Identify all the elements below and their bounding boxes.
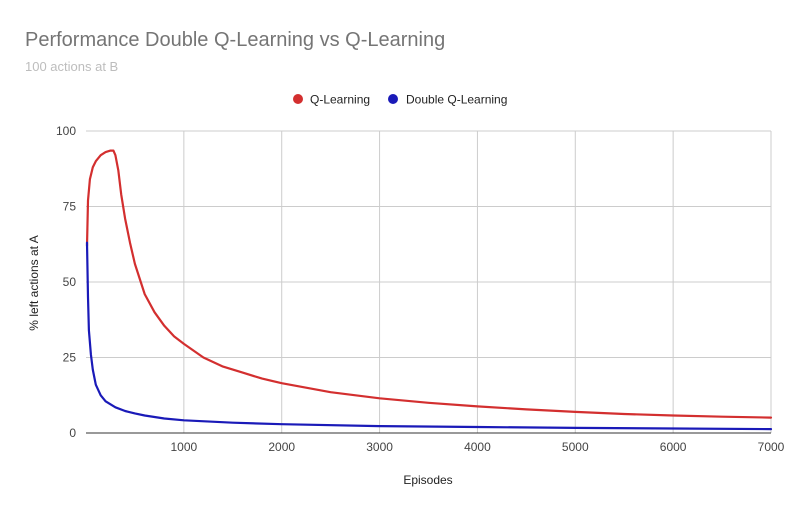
legend-label-double-q-learning: Double Q-Learning — [406, 93, 507, 107]
legend-item-double-q-learning[interactable]: Double Q-Learning — [388, 93, 507, 107]
x-tick-label: 1000 — [171, 440, 198, 454]
x-tick-label: 4000 — [464, 440, 491, 454]
x-tick-label: 6000 — [660, 440, 687, 454]
series-line-double-q-learning — [85, 241, 773, 431]
x-tick-label: 3000 — [366, 440, 393, 454]
legend-swatch-q-learning — [293, 94, 303, 104]
legend-swatch-double-q-learning — [388, 94, 398, 104]
y-tick-label: 50 — [63, 275, 77, 289]
y-tick-label: 100 — [56, 124, 76, 138]
x-tick-label: 7000 — [758, 440, 785, 454]
legend-label-q-learning: Q-Learning — [310, 93, 370, 107]
y-tick-label: 75 — [63, 200, 77, 214]
plot-area: 0 25 50 75 100 1000 2000 3000 4000 5000 6000 7000 — [56, 124, 785, 454]
chart-title: Performance Double Q-Learning vs Q-Learn… — [25, 29, 445, 51]
series-line-q-learning — [85, 149, 773, 419]
y-tick-label: 25 — [63, 351, 77, 365]
legend: Q-Learning Double Q-Learning — [293, 93, 507, 107]
x-tick-label: 5000 — [562, 440, 589, 454]
y-tick-label: 0 — [69, 426, 76, 440]
x-tick-label: 2000 — [268, 440, 295, 454]
x-axis-title: Episodes — [403, 473, 452, 487]
legend-item-q-learning[interactable]: Q-Learning — [293, 93, 370, 107]
chart-subtitle: 100 actions at B — [25, 59, 118, 74]
y-axis-title: % left actions at A — [27, 235, 41, 330]
